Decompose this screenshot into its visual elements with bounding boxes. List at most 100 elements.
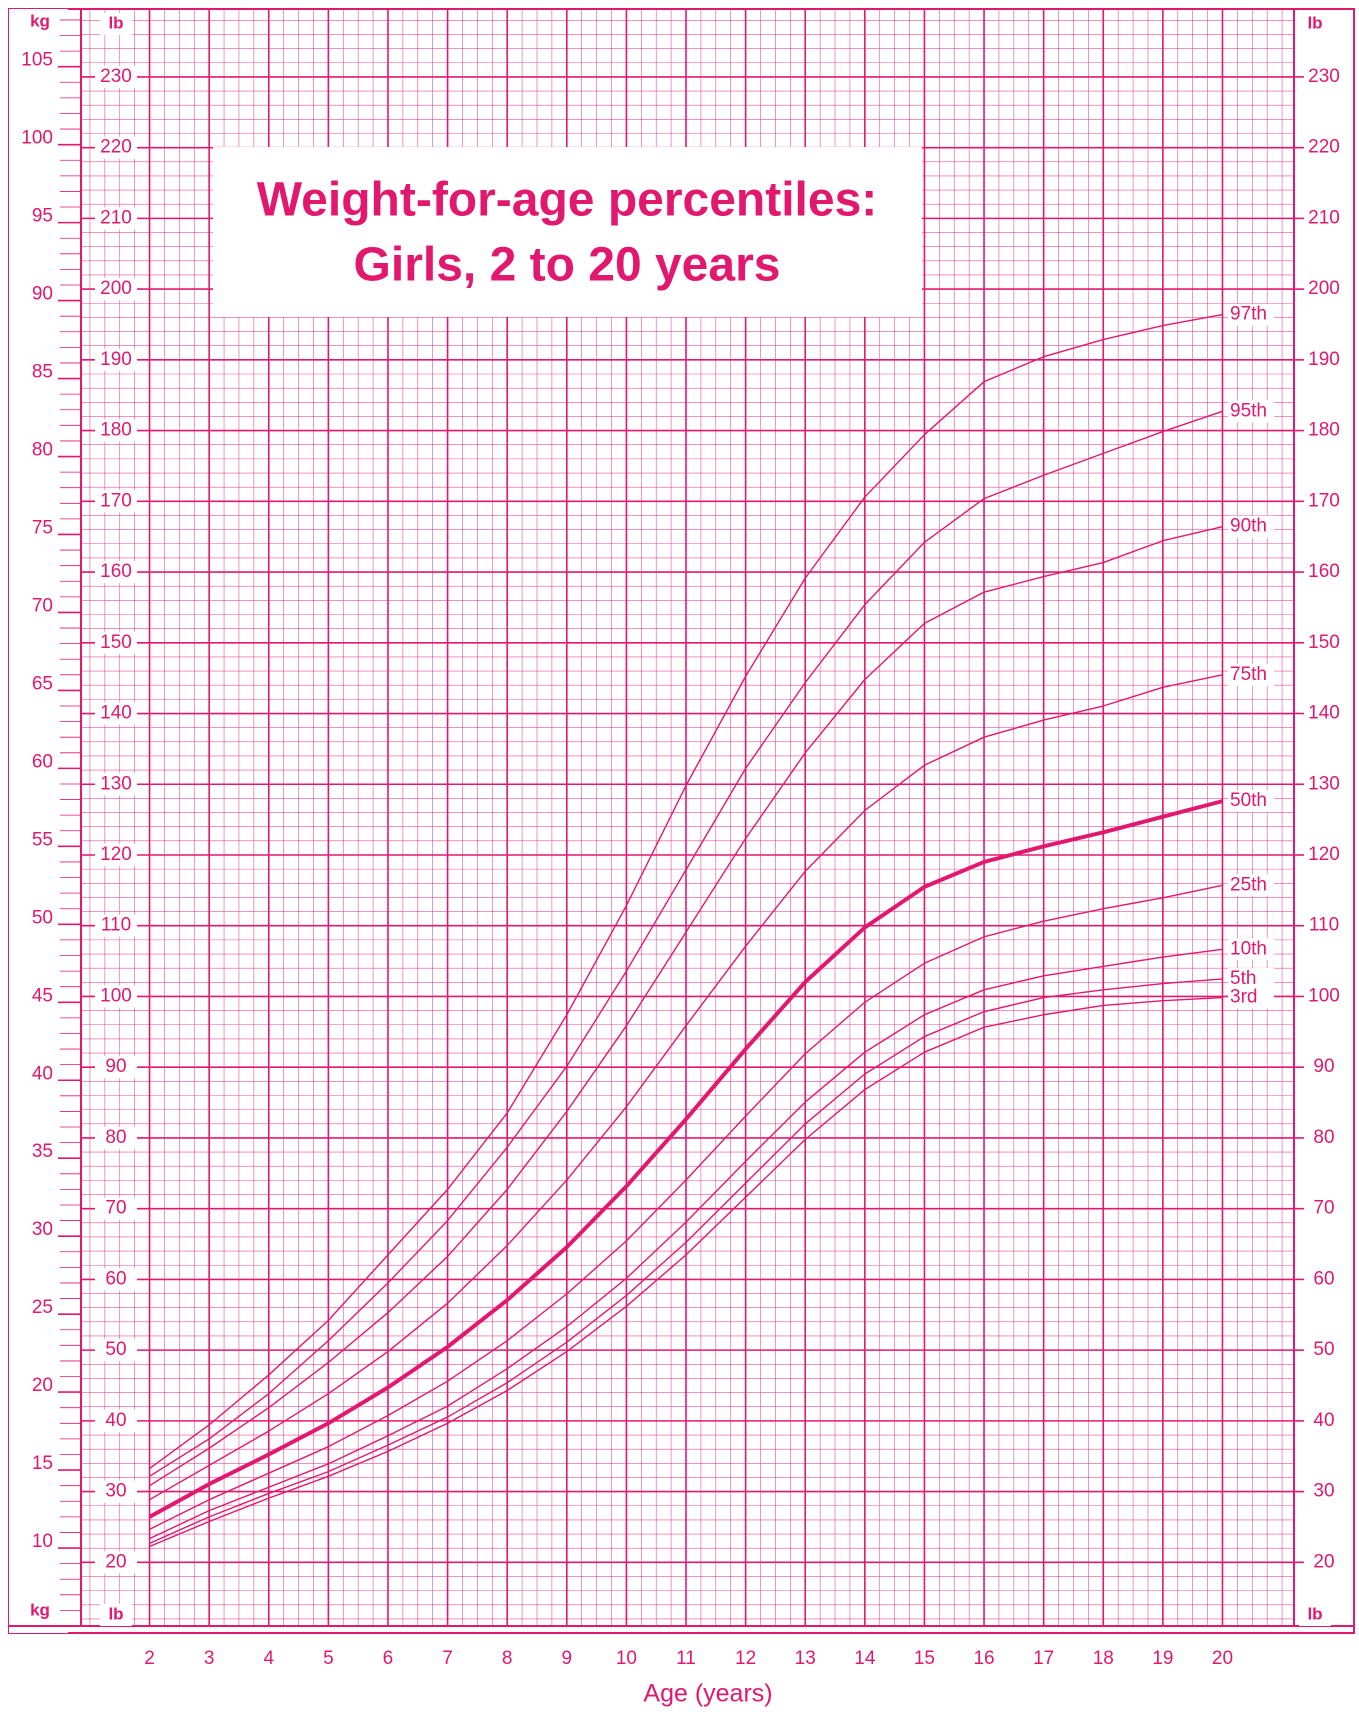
percentile-line bbox=[149, 884, 1223, 1530]
y2-tick-label: 60 bbox=[105, 1268, 126, 1289]
title-box bbox=[213, 147, 922, 317]
percentile-line bbox=[149, 996, 1223, 1548]
y2-tick-label: 120 bbox=[100, 844, 132, 865]
x-tick-label: 17 bbox=[1033, 1648, 1054, 1669]
y2-tick-label: 160 bbox=[100, 561, 132, 582]
y2-tick-label: 50 bbox=[1313, 1339, 1334, 1360]
y-tick-label: 95 bbox=[32, 206, 53, 227]
y2-tick-label: 140 bbox=[100, 703, 132, 724]
x-tick-label: 14 bbox=[854, 1648, 876, 1669]
y2-tick-label: 150 bbox=[1308, 632, 1340, 653]
label-bg bbox=[95, 1268, 137, 1291]
y2-tick-label: 80 bbox=[1313, 1127, 1334, 1148]
y2-tick-label: 110 bbox=[101, 915, 131, 936]
percentile-line bbox=[149, 526, 1223, 1487]
y2-tick-label: 150 bbox=[100, 632, 132, 653]
y2-unit-label: lb bbox=[108, 13, 123, 32]
label-bg bbox=[1228, 663, 1274, 686]
x-tick-label: 15 bbox=[914, 1648, 935, 1669]
y-tick-label: 15 bbox=[32, 1453, 53, 1474]
y2-tick-label: 60 bbox=[1313, 1268, 1334, 1289]
y2-tick-label: 130 bbox=[1308, 773, 1340, 794]
y-tick-label: 60 bbox=[32, 751, 53, 772]
y2-tick-label: 210 bbox=[1308, 207, 1340, 228]
y2-tick-label: 130 bbox=[100, 773, 132, 794]
x-tick-label: 19 bbox=[1152, 1648, 1173, 1669]
y2-tick-label: 180 bbox=[1308, 420, 1340, 441]
series-label: 3rd bbox=[1230, 987, 1257, 1008]
label-bg bbox=[95, 1339, 137, 1362]
x-tick-label: 12 bbox=[735, 1648, 756, 1669]
series-label: 95th bbox=[1230, 400, 1267, 421]
series-label: 5th bbox=[1230, 968, 1256, 989]
x-tick-label: 10 bbox=[616, 1648, 637, 1669]
percentile-line bbox=[149, 410, 1223, 1477]
label-bg bbox=[1228, 515, 1274, 538]
label-bg bbox=[100, 1604, 132, 1626]
y2-tick-label: 90 bbox=[1313, 1056, 1334, 1077]
y2-tick-label: 40 bbox=[1313, 1410, 1334, 1431]
percentile-line bbox=[149, 674, 1223, 1501]
chart-title: Weight-for-age percentiles: bbox=[257, 174, 878, 227]
label-bg bbox=[95, 773, 137, 796]
y2-tick-label: 50 bbox=[105, 1339, 126, 1360]
x-tick-label: 7 bbox=[442, 1648, 453, 1669]
label-bg bbox=[95, 1197, 137, 1220]
y-tick-label: 10 bbox=[32, 1531, 53, 1552]
label-bg bbox=[95, 419, 137, 442]
x-tick-label: 18 bbox=[1093, 1648, 1114, 1669]
label-bg bbox=[1228, 938, 1274, 961]
series-label: 10th bbox=[1230, 938, 1267, 959]
x-tick-label: 16 bbox=[973, 1648, 994, 1669]
x-tick-label: 3 bbox=[204, 1648, 215, 1669]
label-bg bbox=[95, 136, 137, 159]
label-bg bbox=[95, 1409, 137, 1432]
label-bg bbox=[1228, 967, 1274, 990]
x-tick-label: 20 bbox=[1212, 1648, 1233, 1669]
y2-tick-label: 120 bbox=[1308, 844, 1340, 865]
y2-tick-label: 70 bbox=[1313, 1198, 1334, 1219]
label-bg bbox=[95, 631, 137, 654]
x-tick-label: 2 bbox=[144, 1648, 155, 1669]
percentile-line bbox=[148, 799, 1223, 1519]
label-bg bbox=[95, 348, 137, 371]
x-tick-label: 5 bbox=[323, 1648, 334, 1669]
label-bg bbox=[95, 561, 137, 584]
label-bg bbox=[1228, 874, 1274, 897]
label-bg bbox=[95, 914, 137, 937]
y-tick-label: 85 bbox=[32, 362, 53, 383]
y2-tick-label: 230 bbox=[100, 66, 132, 87]
y2-tick-label: 220 bbox=[1308, 137, 1340, 158]
y2-tick-label: 100 bbox=[1308, 985, 1340, 1006]
y2-tick-label: 20 bbox=[1313, 1551, 1334, 1572]
label-bg bbox=[1228, 790, 1274, 813]
y2-tick-label: 30 bbox=[105, 1481, 126, 1502]
x-tick-label: 4 bbox=[263, 1648, 274, 1669]
y-tick-label: 35 bbox=[32, 1141, 53, 1162]
x-tick-label: 6 bbox=[383, 1648, 394, 1669]
y2-tick-label: 180 bbox=[100, 420, 132, 441]
series-label: 97th bbox=[1230, 304, 1267, 325]
y2-tick-label: 220 bbox=[100, 137, 132, 158]
label-bg bbox=[95, 1126, 137, 1149]
label-bg bbox=[1299, 1604, 1331, 1626]
chart-title: Girls, 2 to 20 years bbox=[354, 239, 781, 292]
y-tick-label: 75 bbox=[32, 518, 53, 539]
x-tick-label: 11 bbox=[676, 1648, 696, 1669]
y2-tick-label: 200 bbox=[1308, 278, 1340, 299]
label-bg bbox=[95, 1480, 137, 1503]
y2-tick-label: 200 bbox=[100, 278, 132, 299]
y2-tick-label: 160 bbox=[1308, 561, 1340, 582]
y2-unit-label: lb bbox=[1307, 13, 1322, 32]
label-bg bbox=[95, 985, 137, 1008]
y2-tick-label: 30 bbox=[1313, 1481, 1334, 1502]
y2-tick-label: 210 bbox=[100, 207, 132, 228]
label-bg bbox=[95, 207, 137, 230]
y2-tick-label: 190 bbox=[100, 349, 132, 370]
label-bg bbox=[1228, 986, 1274, 1009]
grid bbox=[81, 9, 1294, 1626]
y2-tick-label: 20 bbox=[105, 1551, 126, 1572]
y-tick-label: 25 bbox=[32, 1297, 53, 1318]
label-bg bbox=[95, 65, 137, 88]
